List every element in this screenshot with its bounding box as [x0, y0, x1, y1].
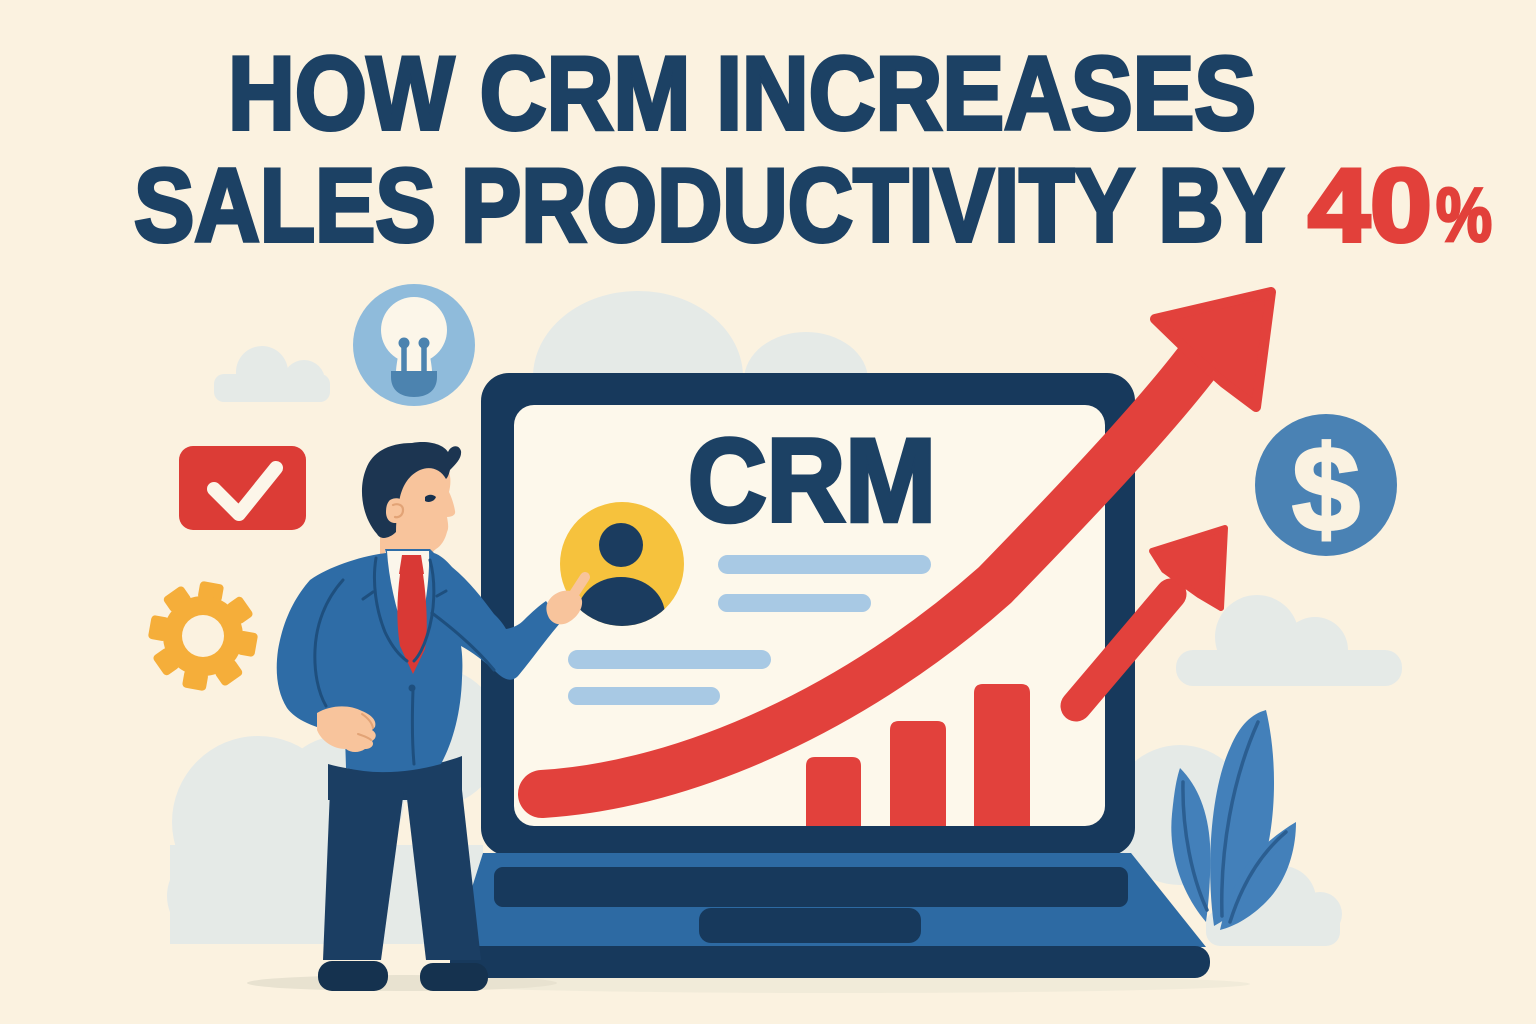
svg-text:%: %	[1436, 173, 1492, 258]
svg-text:$: $	[1292, 421, 1360, 557]
svg-text:HOW CRM INCREASES: HOW CRM INCREASES	[228, 36, 1256, 152]
svg-text:40: 40	[1308, 148, 1432, 264]
svg-text:CRM: CRM	[688, 415, 936, 547]
svg-text:SALES PRODUCTIVITY BY: SALES PRODUCTIVITY BY	[134, 148, 1284, 264]
